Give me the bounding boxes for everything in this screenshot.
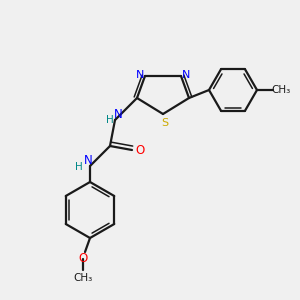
Text: N: N — [114, 107, 122, 121]
Text: O: O — [135, 145, 145, 158]
Text: S: S — [161, 118, 169, 128]
Text: H: H — [106, 115, 114, 125]
Text: CH₃: CH₃ — [272, 85, 291, 95]
Text: CH₃: CH₃ — [74, 273, 93, 283]
Text: O: O — [78, 253, 88, 266]
Text: N: N — [136, 70, 144, 80]
Text: N: N — [182, 70, 190, 80]
Text: H: H — [75, 162, 83, 172]
Text: N: N — [84, 154, 92, 166]
